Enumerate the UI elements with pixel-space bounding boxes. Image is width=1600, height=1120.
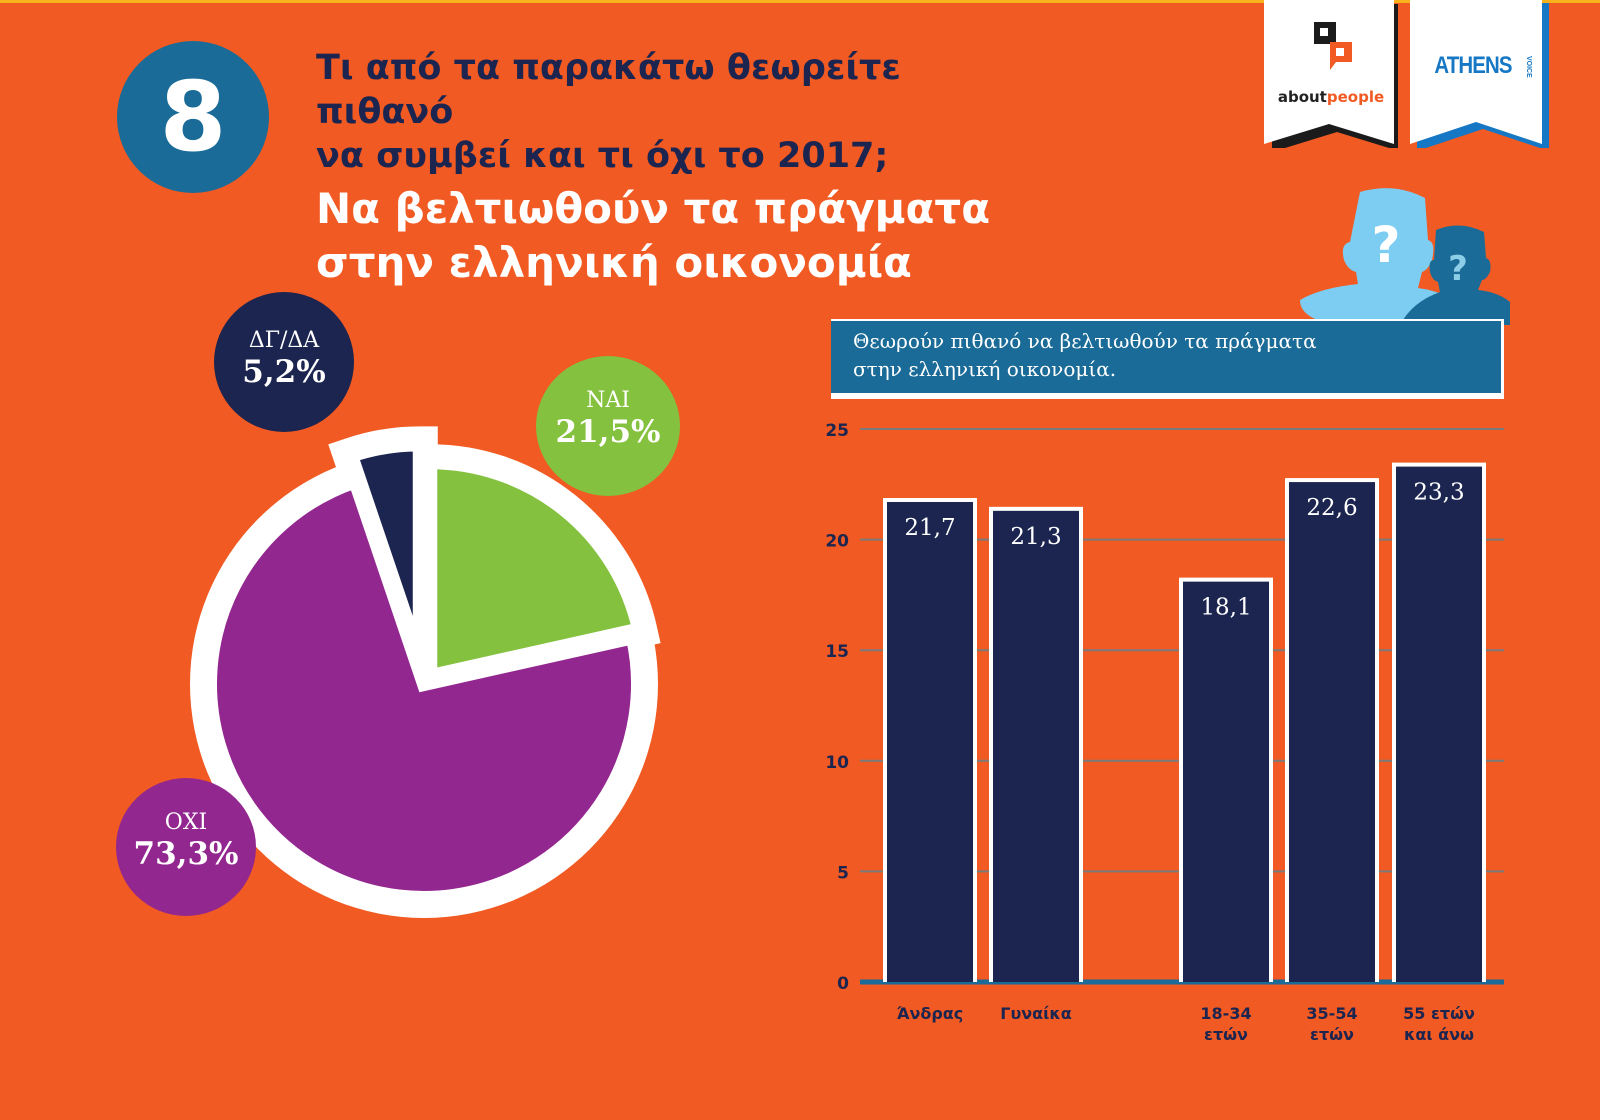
- pie-label-nai-value: 21,5%: [555, 414, 661, 450]
- bar-border: [989, 506, 1083, 982]
- pie-chart: [190, 426, 661, 918]
- pie-label-nai-name: ΝΑΙ: [586, 388, 630, 413]
- pie-label-dgda: ΔΓ/ΔΑ 5,2%: [214, 292, 354, 432]
- svg-text:?: ?: [1371, 216, 1400, 274]
- x-tick-label-line-2: και άνω: [1404, 1025, 1474, 1044]
- athens-voice-logo: ATHENS VOICE: [1410, 0, 1549, 148]
- pie-slice-nai: [423, 455, 648, 685]
- x-tick-label-line-2: ετών: [1204, 1025, 1248, 1044]
- bar-2: [1183, 581, 1269, 982]
- pie-slice-oxi: [203, 472, 645, 905]
- pie-label-dgda-name: ΔΓ/ΔΑ: [248, 328, 320, 353]
- question-line-2: να συμβεί και τι όχι το 2017;: [316, 136, 889, 176]
- people-question-icon: ? ?: [1300, 188, 1510, 325]
- bar-border: [1392, 462, 1486, 982]
- x-tick-label: 35-54: [1306, 1004, 1357, 1023]
- x-tick-label: Άνδρας: [897, 1004, 964, 1023]
- subtitle-line-1: Να βελτιωθούν τα πράγματα: [316, 184, 991, 233]
- pie-label-oxi-name: ΟΧΙ: [164, 810, 208, 835]
- voice-wordmark: VOICE: [1525, 56, 1532, 78]
- y-tick-label: 25: [825, 421, 849, 441]
- bar-4: [1396, 466, 1482, 982]
- aboutpeople-logo: aboutpeople: [1264, 0, 1398, 148]
- top-border: [0, 0, 1600, 3]
- athens-voice-banner-icon: [1410, 0, 1549, 148]
- pie-label-oxi-value: 73,3%: [133, 836, 239, 872]
- bar-value-label: 21,3: [1010, 524, 1061, 550]
- bar-border: [1285, 478, 1379, 982]
- x-tick-label: 55 ετών: [1403, 1004, 1475, 1023]
- y-tick-label: 15: [825, 642, 849, 662]
- bar-chart-title-box: Θεωρούν πιθανό να βελτιωθούν τα πράγματα…: [831, 319, 1504, 399]
- pie-label-nai: ΝΑΙ 21,5%: [536, 356, 680, 496]
- subtitle-line-2: στην ελληνική οικονομία: [316, 238, 912, 287]
- question-number-badge: 8: [117, 41, 269, 193]
- bar-3: [1289, 482, 1375, 982]
- y-tick-label: 5: [837, 863, 849, 883]
- bar-value-label: 18,1: [1200, 595, 1251, 621]
- aboutpeople-banner-icon: [1264, 0, 1398, 148]
- bar-value-label: 22,6: [1306, 495, 1357, 521]
- y-tick-label: 0: [837, 974, 849, 994]
- pie-slice-dgda: [342, 437, 427, 661]
- athens-wordmark: ATHENS: [1434, 52, 1512, 79]
- bar-border: [1179, 577, 1273, 982]
- bar-border: [883, 497, 977, 982]
- y-tick-label: 20: [825, 532, 849, 552]
- x-tick-label-line-2: ετών: [1310, 1025, 1354, 1044]
- aboutpeople-wordmark: aboutpeople: [1277, 88, 1385, 106]
- bar-1: [993, 510, 1079, 982]
- svg-text:?: ?: [1448, 249, 1468, 289]
- bar-value-label: 23,3: [1413, 480, 1464, 506]
- pie-label-oxi: ΟΧΙ 73,3%: [116, 778, 256, 916]
- x-tick-label: Γυναίκα: [1000, 1004, 1071, 1023]
- x-tick-label: 18-34: [1200, 1004, 1251, 1023]
- bar-chart-title-line-1: Θεωρούν πιθανό να βελτιωθούν τα πράγματα: [853, 329, 1317, 353]
- bar-value-label: 21,7: [904, 515, 955, 541]
- bar-0: [887, 501, 973, 982]
- title-block: Τι από τα παρακάτω θεωρείτε πιθανό να συ…: [316, 46, 1036, 290]
- bar-chart-title-line-2: στην ελληνική οικονομία.: [853, 357, 1117, 381]
- question-line-1: Τι από τα παρακάτω θεωρείτε πιθανό: [316, 48, 901, 132]
- pie-label-dgda-value: 5,2%: [242, 354, 326, 390]
- y-tick-label: 10: [825, 753, 849, 773]
